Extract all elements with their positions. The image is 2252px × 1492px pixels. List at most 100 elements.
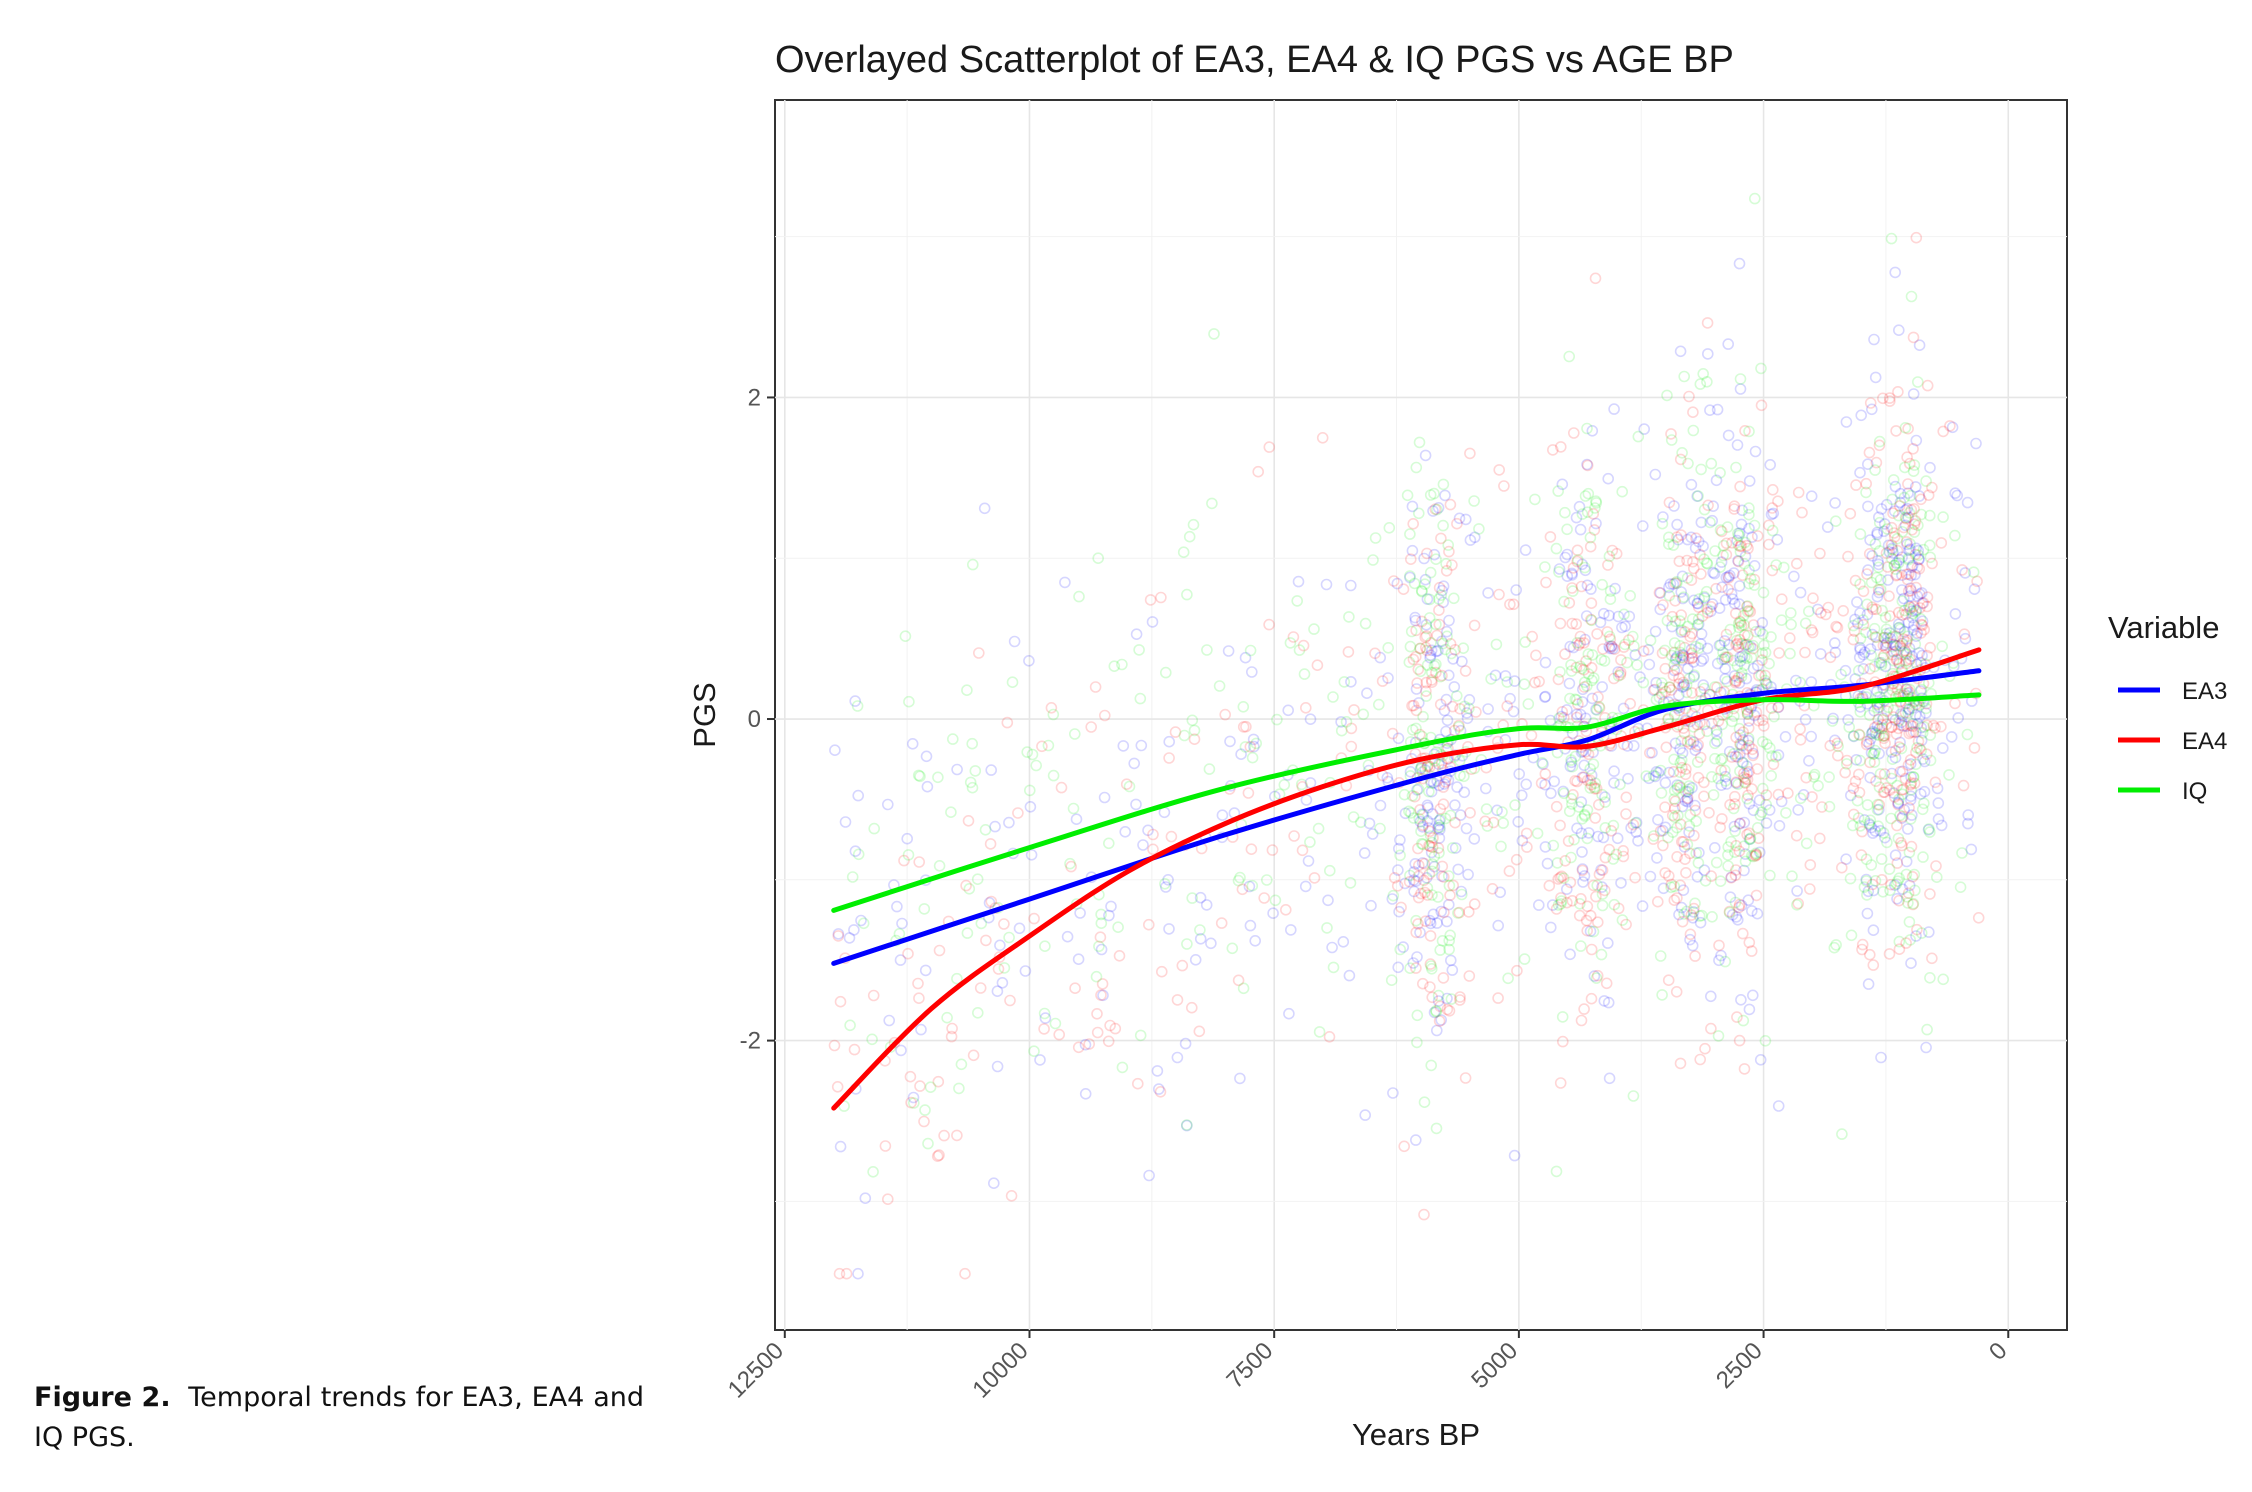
data-point-iq <box>1618 608 1630 621</box>
data-point-ea3 <box>1632 834 1644 847</box>
data-point-iq <box>1832 740 1844 753</box>
data-point-ea4 <box>1443 545 1455 558</box>
data-point-iq <box>1431 503 1443 516</box>
data-point-iq <box>1682 457 1694 470</box>
data-point-ea4 <box>1758 720 1770 732</box>
data-point-iq <box>1338 676 1351 688</box>
data-point-ea3 <box>1074 907 1086 919</box>
data-point-iq <box>1915 927 1928 939</box>
data-point-ea3 <box>1910 542 1922 555</box>
data-point-iq <box>1648 830 1660 842</box>
data-point-ea3 <box>1904 590 1916 603</box>
data-point-iq <box>1910 605 1922 618</box>
data-point-iq <box>1803 605 1815 618</box>
data-point-ea3 <box>1181 1119 1193 1132</box>
data-point-iq <box>1410 722 1422 735</box>
data-point-iq <box>1468 495 1480 507</box>
data-point-iq <box>1917 543 1930 556</box>
data-point-iq <box>1661 614 1674 627</box>
data-point-iq <box>1743 508 1755 521</box>
data-point-ea3 <box>1707 566 1719 579</box>
data-point-iq <box>1383 521 1396 534</box>
data-point-ea4 <box>1232 974 1245 987</box>
data-point-ea4 <box>1433 618 1446 631</box>
data-point-ea4 <box>1668 646 1681 659</box>
data-point-ea3 <box>1061 930 1074 943</box>
data-point-ea4 <box>1596 864 1609 877</box>
data-point-iq <box>1553 566 1565 578</box>
data-point-iq <box>1683 672 1696 685</box>
data-point-iq <box>1432 891 1444 903</box>
data-point-ea3 <box>1790 674 1802 687</box>
data-point-ea4 <box>1944 420 1956 432</box>
data-point-ea3 <box>1411 784 1423 796</box>
data-point-ea4 <box>1550 800 1563 813</box>
data-point-ea3 <box>1436 584 1448 597</box>
data-point-ea4 <box>902 947 914 960</box>
data-point-ea3 <box>1873 657 1886 669</box>
data-point-ea3 <box>1740 672 1753 685</box>
data-point-ea4 <box>1742 789 1754 802</box>
data-point-iq <box>1420 690 1433 702</box>
data-point-ea3 <box>1553 563 1566 575</box>
data-point-ea4 <box>1653 586 1666 599</box>
data-point-iq <box>1433 593 1445 605</box>
data-point-ea4 <box>1767 483 1779 496</box>
data-point-ea3 <box>1910 930 1922 942</box>
data-point-ea3 <box>1374 799 1387 812</box>
data-point-ea3 <box>1910 434 1923 447</box>
data-point-ea3 <box>1913 647 1925 659</box>
data-point-ea4 <box>1824 739 1836 752</box>
data-point-iq <box>1674 756 1687 769</box>
data-point-ea4 <box>1747 749 1759 762</box>
data-point-ea3 <box>1638 423 1650 435</box>
data-point-ea3 <box>1427 908 1440 921</box>
data-point-ea3 <box>1449 842 1462 854</box>
data-point-ea3 <box>1681 795 1694 808</box>
data-point-iq <box>1830 939 1842 951</box>
data-point-ea4 <box>1906 870 1919 883</box>
data-point-ea4 <box>1147 843 1159 856</box>
data-point-iq <box>1201 644 1213 656</box>
data-point-ea3 <box>1606 642 1619 655</box>
data-point-ea4 <box>1806 626 1819 639</box>
data-point-ea3 <box>1320 578 1333 591</box>
data-point-ea3 <box>1911 717 1924 730</box>
data-point-ea4 <box>1814 832 1826 845</box>
data-point-iq <box>1744 572 1757 585</box>
data-point-ea4 <box>1799 646 1811 659</box>
data-point-ea4 <box>1510 853 1523 866</box>
data-point-iq <box>1569 693 1581 706</box>
data-point-ea3 <box>1874 824 1887 837</box>
data-point-ea3 <box>1559 551 1572 564</box>
data-point-ea4 <box>1772 788 1785 801</box>
data-point-iq <box>1445 647 1458 660</box>
data-point-ea4 <box>1730 839 1742 852</box>
data-point-ea4 <box>1666 610 1679 623</box>
data-point-ea4 <box>1539 768 1552 780</box>
data-point-iq <box>1871 798 1884 811</box>
data-point-ea3 <box>1854 643 1867 656</box>
data-point-ea4 <box>1749 850 1762 862</box>
data-point-iq <box>846 871 859 883</box>
data-point-ea3 <box>1695 638 1707 650</box>
data-point-ea4 <box>1878 631 1890 644</box>
data-point-ea3 <box>1408 866 1420 878</box>
data-point-iq <box>1903 916 1916 928</box>
data-point-iq <box>1734 765 1746 778</box>
data-point-iq <box>1715 754 1727 766</box>
data-point-iq <box>1870 631 1883 644</box>
data-point-ea3 <box>1907 624 1919 636</box>
data-point-ea4 <box>1669 795 1682 808</box>
data-point-iq <box>1644 634 1657 647</box>
data-point-iq <box>1686 613 1699 625</box>
data-point-iq <box>971 873 984 886</box>
data-point-ea3 <box>1160 881 1172 893</box>
data-point-iq <box>1784 647 1796 660</box>
data-point-iq <box>1892 509 1905 522</box>
data-point-ea4 <box>1750 848 1762 861</box>
x-tick-label: 2500 <box>1711 1337 1768 1394</box>
data-point-ea4 <box>1186 1001 1198 1014</box>
data-point-ea3 <box>1741 767 1753 780</box>
data-point-ea4 <box>1436 860 1449 873</box>
